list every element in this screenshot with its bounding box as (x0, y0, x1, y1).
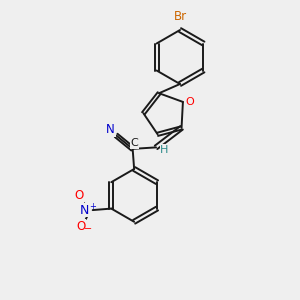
Text: C: C (130, 139, 138, 148)
Text: O: O (74, 190, 83, 202)
Text: O: O (185, 97, 194, 107)
Text: N: N (80, 204, 89, 217)
Text: H: H (160, 145, 169, 155)
Text: +: + (89, 202, 96, 211)
Text: Br: Br (173, 11, 187, 23)
Text: O: O (76, 220, 85, 233)
Text: −: − (83, 224, 92, 234)
Text: N: N (106, 124, 115, 136)
